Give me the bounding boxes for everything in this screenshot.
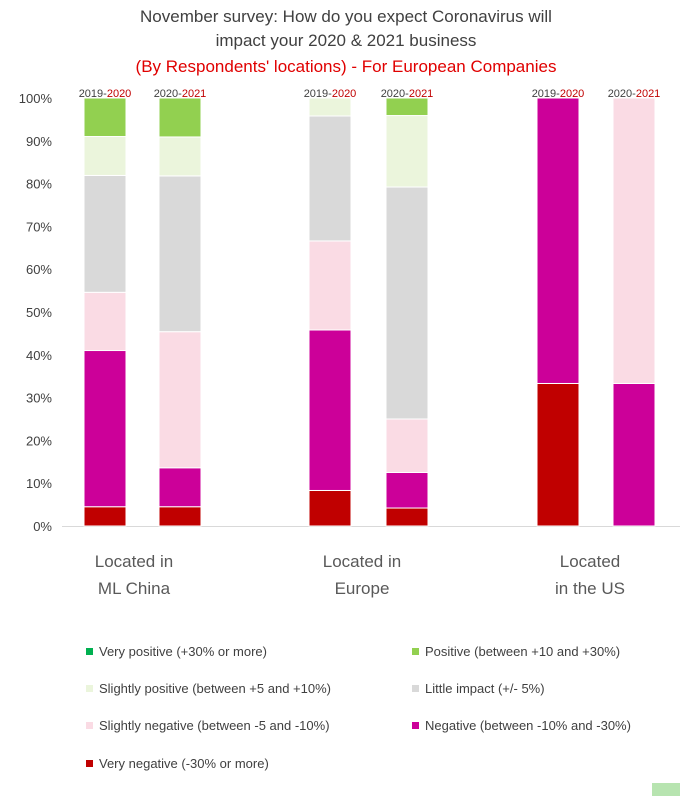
bar-segment <box>158 506 202 527</box>
bar-segment <box>158 331 202 469</box>
bar-label: 2019-2020 <box>304 88 357 100</box>
bar-segment <box>536 97 580 384</box>
bar-segment <box>385 418 429 473</box>
bar-segment <box>385 97 429 117</box>
bar-label: 2020-2021 <box>381 88 434 100</box>
bar-segment <box>385 186 429 420</box>
y-tick-label: 50% <box>26 305 52 320</box>
chart-title-line-1: November survey: How do you expect Coron… <box>140 7 552 26</box>
category-label: Europe <box>335 579 390 598</box>
chart-title-line-2: impact your 2020 & 2021 business <box>215 31 477 50</box>
bar-segment <box>83 291 127 352</box>
bar-segment <box>83 506 127 527</box>
bar-segment <box>612 382 656 527</box>
bar-label: 2020-2021 <box>154 88 207 100</box>
bar-segment <box>158 97 202 138</box>
y-tick-label: 100% <box>19 91 53 106</box>
bar-segment <box>158 136 202 177</box>
category-label: Located <box>560 552 621 571</box>
y-tick-label: 10% <box>26 476 52 491</box>
y-tick-label: 60% <box>26 262 52 277</box>
bar-segment <box>308 489 352 527</box>
corner-marker <box>652 783 680 796</box>
bar-segment <box>308 329 352 491</box>
category-label: in the US <box>555 579 625 598</box>
bar-label: 2019-2020 <box>79 88 132 100</box>
category-label: Located in <box>95 552 173 571</box>
bar-segment <box>612 97 656 384</box>
bar-label: 2019-2020 <box>532 88 585 100</box>
bar-segment <box>83 350 127 508</box>
bar-label: 2020-2021 <box>608 88 661 100</box>
bar-segment <box>385 115 429 188</box>
bar-segment <box>83 136 127 176</box>
bar-segment <box>83 97 127 138</box>
bar-segment <box>158 467 202 508</box>
y-tick-label: 80% <box>26 177 52 192</box>
category-label: ML China <box>98 579 171 598</box>
bar-segment <box>308 240 352 331</box>
bar-segment <box>308 115 352 242</box>
bar-segment <box>536 382 580 527</box>
bar-segment <box>308 97 352 117</box>
y-tick-label: 20% <box>26 433 52 448</box>
bar-segment <box>385 472 429 509</box>
y-tick-label: 0% <box>33 519 52 534</box>
y-tick-label: 90% <box>26 134 52 149</box>
bar-segment <box>158 175 202 333</box>
y-tick-label: 70% <box>26 219 52 234</box>
bar-segment <box>83 174 127 293</box>
chart-subtitle: (By Respondents' locations) - For Europe… <box>135 57 557 76</box>
category-label: Located in <box>323 552 401 571</box>
bar-segment <box>385 507 429 527</box>
y-tick-label: 40% <box>26 348 52 363</box>
y-tick-label: 30% <box>26 391 52 406</box>
